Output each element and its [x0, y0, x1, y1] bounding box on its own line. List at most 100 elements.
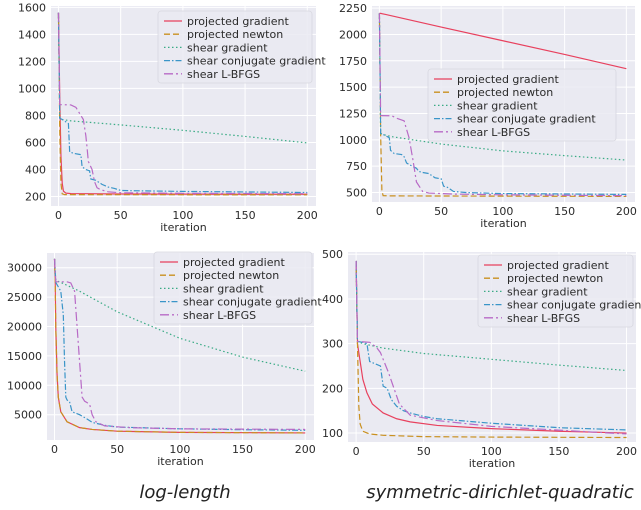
series-line-projected-newton — [57, 12, 308, 196]
series-line-shear-gradient — [53, 258, 306, 372]
legend-label: shear L-BFGS — [183, 309, 256, 322]
series-line-projected-gradient — [355, 260, 627, 434]
y-tick-label: 1200 — [18, 55, 46, 68]
y-tick-label: 25000 — [7, 291, 42, 304]
legend-label: projected gradient — [183, 256, 285, 269]
legend-label: shear gradient — [187, 41, 268, 54]
y-tick-label: 1400 — [18, 28, 46, 41]
legend-box — [153, 251, 313, 325]
series-group — [378, 12, 627, 198]
y-tick-label: 2250 — [339, 2, 367, 15]
x-tick-label: 100 — [481, 445, 502, 458]
y-tick-label: 1000 — [18, 82, 46, 95]
x-tick-label: 50 — [434, 205, 448, 218]
series-group — [57, 12, 308, 196]
chart-1: 0 50 100 150 200 200 400 600 800 1000 1200 1400 1600… — [18, 1, 326, 234]
series-line-shear-l-bfgs — [53, 258, 306, 431]
series-line-shear-l-bfgs — [378, 13, 627, 197]
x-tick-label: 200 — [616, 205, 637, 218]
x-axis-label: iteration — [480, 217, 526, 230]
legend-label: shear L-BFGS — [457, 126, 530, 139]
y-tick-label: 1000 — [339, 134, 367, 147]
y-tick-label: 30000 — [7, 262, 42, 275]
y-tick-label: 750 — [346, 160, 367, 173]
series-line-shear-conjugate-gradient — [53, 258, 306, 431]
legend-label: shear gradient — [457, 99, 538, 112]
series-line-shear-l-bfgs — [57, 12, 308, 195]
y-tick-label: 600 — [25, 136, 46, 149]
legend-box — [157, 10, 313, 84]
legend-label: shear conjugate gradient — [187, 55, 326, 68]
legend-label: projected gradient — [507, 259, 609, 272]
y-tick-label: 800 — [25, 109, 46, 122]
series-line-shear-l-bfgs — [355, 260, 627, 435]
y-tick-label: 400 — [25, 164, 46, 177]
x-axis-label: iteration — [469, 457, 515, 470]
x-tick-label: 50 — [417, 445, 431, 458]
legend-box — [477, 254, 634, 328]
legend-label: projected gradient — [187, 15, 289, 28]
x-tick-label: 0 — [51, 443, 58, 456]
legend-label: shear conjugate gradient — [183, 296, 322, 309]
x-tick-label: 50 — [110, 443, 124, 456]
legend-box — [427, 68, 617, 142]
series-group — [53, 258, 306, 434]
y-tick-label: 1250 — [339, 107, 367, 120]
x-tick-label: 150 — [235, 209, 256, 222]
series-group — [355, 260, 627, 439]
series-line-projected-gradient — [379, 12, 627, 70]
x-tick-label: 200 — [297, 209, 318, 222]
x-tick-label: 100 — [172, 209, 193, 222]
y-tick-label: 1500 — [339, 81, 367, 94]
series-line-projected-newton — [355, 260, 627, 439]
legend-label: projected newton — [187, 28, 283, 41]
y-tick-label: 5000 — [14, 409, 42, 422]
x-tick-label: 200 — [295, 443, 316, 456]
y-tick-label: 1600 — [18, 1, 46, 14]
legend-label: shear L-BFGS — [187, 68, 260, 81]
y-tick-label: 20000 — [7, 321, 42, 334]
y-tick-label: 400 — [322, 293, 343, 306]
legend-label: projected newton — [183, 269, 279, 282]
series-line-shear-conjugate-gradient — [355, 260, 627, 431]
x-tick-label: 0 — [55, 209, 62, 222]
legend-label: shear gradient — [507, 285, 588, 298]
legend-label: projected newton — [507, 272, 603, 285]
y-tick-label: 15000 — [7, 350, 42, 363]
y-tick-label: 300 — [322, 338, 343, 351]
legend-label: projected gradient — [457, 73, 559, 86]
y-tick-label: 100 — [322, 427, 343, 440]
series-line-projected-newton — [53, 258, 306, 434]
x-tick-label: 150 — [548, 445, 569, 458]
caption-log-length: log-length — [139, 482, 231, 503]
caption-symmetric-dirichlet-quadratic: symmetric-dirichlet-quadratic — [366, 482, 634, 503]
y-tick-label: 200 — [25, 191, 46, 204]
x-tick-label: 150 — [554, 205, 575, 218]
series-line-shear-conjugate-gradient — [57, 12, 308, 194]
series-line-shear-conjugate-gradient — [378, 13, 627, 196]
legend-label: shear L-BFGS — [507, 312, 580, 325]
y-tick-label: 500 — [322, 248, 343, 261]
x-axis-label: iteration — [160, 221, 206, 234]
y-tick-label: 500 — [346, 187, 367, 200]
x-axis-label: iteration — [157, 455, 203, 468]
x-tick-label: 0 — [376, 205, 383, 218]
x-tick-label: 150 — [232, 443, 253, 456]
y-tick-label: 2000 — [339, 28, 367, 41]
x-tick-label: 100 — [492, 205, 513, 218]
chart-3: 0 50 100 150 200 5000 10000 15000 20000 25000 3000… — [7, 251, 322, 468]
legend-label: projected newton — [457, 86, 553, 99]
legend-label: shear conjugate gradient — [507, 299, 641, 312]
x-tick-label: 100 — [169, 443, 190, 456]
series-line-projected-gradient — [57, 12, 308, 195]
x-tick-label: 200 — [616, 445, 637, 458]
y-tick-label: 200 — [322, 382, 343, 395]
y-tick-label: 10000 — [7, 379, 42, 392]
chart-2: 0 50 100 150 200 500 750 1000 1250 1500 1750 2000 22… — [339, 2, 637, 230]
chart-4: 0 50 100 150 200 100 200 300 400 500 iteration proj… — [322, 248, 641, 470]
